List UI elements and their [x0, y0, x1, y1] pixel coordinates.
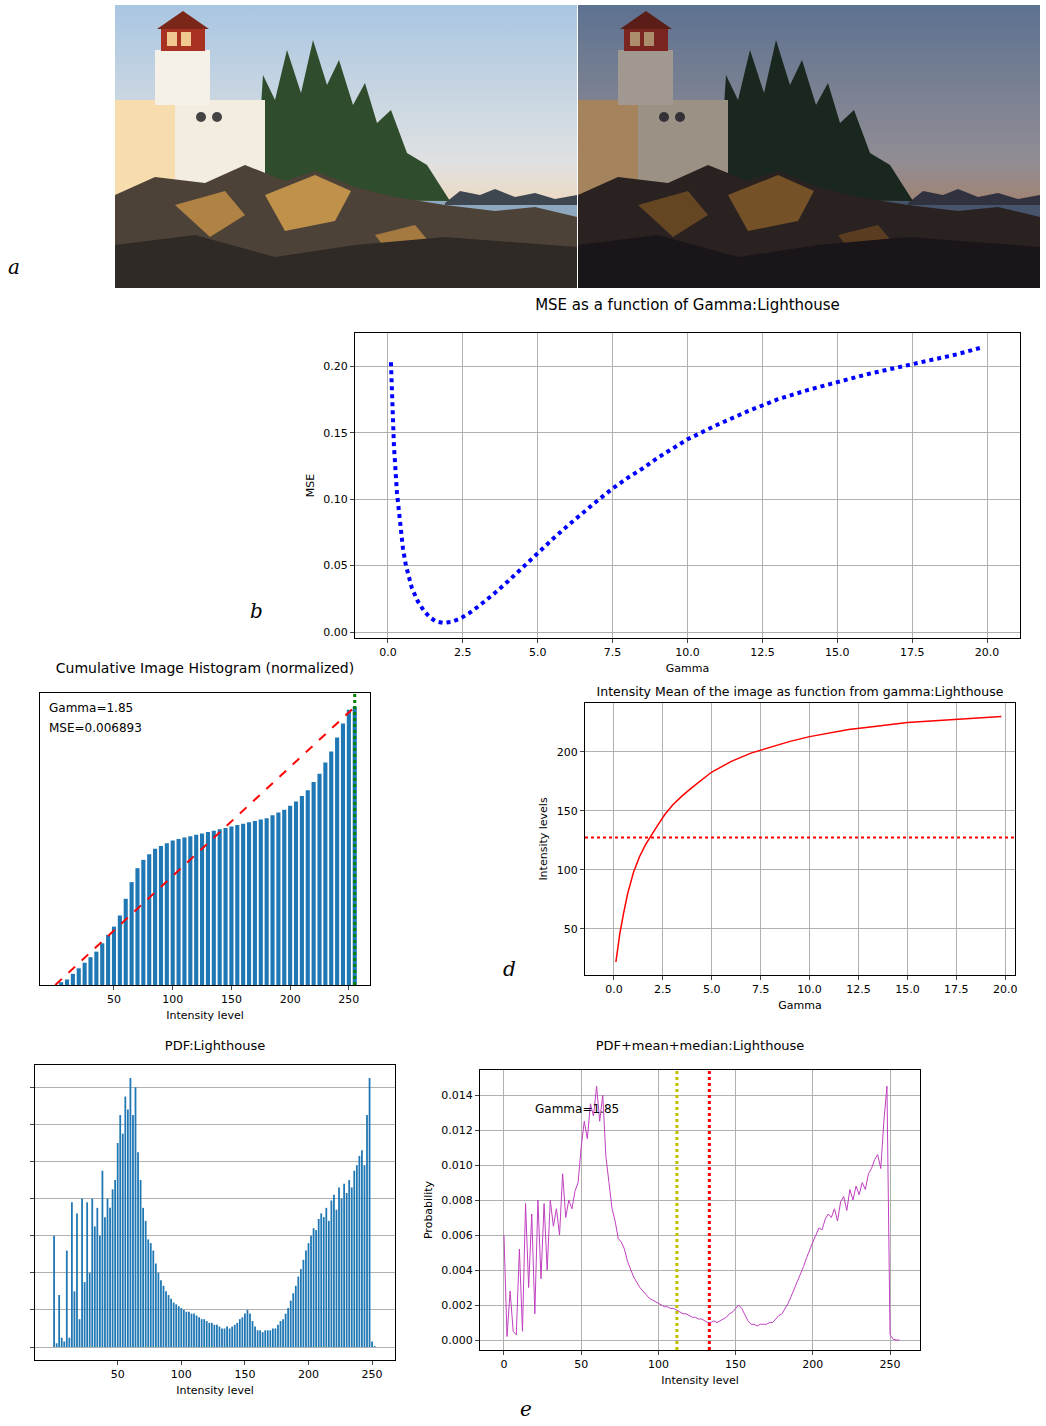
svg-text:150: 150: [557, 805, 578, 818]
svg-text:10.0: 10.0: [675, 646, 700, 659]
svg-text:0.002: 0.002: [441, 1299, 473, 1312]
svg-text:15.0: 15.0: [825, 646, 850, 659]
svg-text:200: 200: [298, 1368, 319, 1381]
svg-text:150: 150: [234, 1368, 255, 1381]
svg-text:0: 0: [500, 1358, 507, 1371]
svg-text:10.0: 10.0: [797, 983, 822, 996]
svg-text:Gamma: Gamma: [666, 662, 709, 675]
svg-text:PDF:Lighthouse: PDF:Lighthouse: [165, 1038, 265, 1053]
svg-text:12.5: 12.5: [846, 983, 871, 996]
html-text:d: d: [503, 957, 516, 981]
svg-text:200: 200: [280, 993, 301, 1006]
svg-text:0.05: 0.05: [323, 559, 348, 572]
svg-text:50: 50: [107, 993, 121, 1006]
svg-text:Intensity level: Intensity level: [661, 1374, 739, 1387]
svg-text:0.00: 0.00: [323, 626, 348, 639]
svg-text:7.5: 7.5: [752, 983, 770, 996]
svg-text:0.0: 0.0: [379, 646, 397, 659]
svg-text:2.5: 2.5: [454, 646, 472, 659]
svg-text:MSE=0.006893: MSE=0.006893: [49, 721, 142, 735]
svg-text:0.008: 0.008: [441, 1194, 473, 1207]
svg-text:100: 100: [171, 1368, 192, 1381]
svg-text:150: 150: [725, 1358, 746, 1371]
svg-text:Intensity levels: Intensity levels: [537, 797, 550, 881]
svg-text:200: 200: [557, 746, 578, 759]
svg-text:0.012: 0.012: [441, 1124, 473, 1137]
svg-text:Gamma=1.85: Gamma=1.85: [535, 1102, 619, 1116]
svg-text:150: 150: [221, 993, 242, 1006]
svg-text:100: 100: [648, 1358, 669, 1371]
svg-text:20.0: 20.0: [975, 646, 1000, 659]
svg-text:5.0: 5.0: [529, 646, 547, 659]
svg-text:Cumulative Image Histogram (no: Cumulative Image Histogram (normalized): [56, 660, 354, 676]
svg-text:15.0: 15.0: [895, 983, 920, 996]
svg-text:50: 50: [564, 923, 578, 936]
svg-text:0.014: 0.014: [441, 1089, 473, 1102]
svg-text:0.004: 0.004: [441, 1264, 473, 1277]
svg-text:Gamma=1.85: Gamma=1.85: [49, 701, 133, 715]
svg-text:200: 200: [802, 1358, 823, 1371]
svg-text:250: 250: [362, 1368, 383, 1381]
svg-text:250: 250: [338, 993, 359, 1006]
svg-text:0.15: 0.15: [323, 427, 348, 440]
svg-text:2.5: 2.5: [654, 983, 672, 996]
svg-text:Gamma: Gamma: [778, 999, 821, 1012]
svg-text:0.006: 0.006: [441, 1229, 473, 1242]
html-text:e: e: [520, 1397, 532, 1421]
svg-text:7.5: 7.5: [604, 646, 622, 659]
svg-text:Probability: Probability: [422, 1180, 435, 1239]
svg-text:0.0: 0.0: [605, 983, 623, 996]
html-text:a: a: [8, 255, 20, 279]
svg-text:0.010: 0.010: [441, 1159, 473, 1172]
svg-text:100: 100: [557, 864, 578, 877]
svg-text:5.0: 5.0: [703, 983, 721, 996]
html-text:b: b: [250, 599, 263, 623]
svg-text:17.5: 17.5: [944, 983, 969, 996]
svg-text:0.10: 0.10: [323, 493, 348, 506]
svg-text:100: 100: [162, 993, 183, 1006]
svg-text:50: 50: [111, 1368, 125, 1381]
svg-text:0.20: 0.20: [323, 360, 348, 373]
svg-text:MSE as a function of Gamma:Lig: MSE as a function of Gamma:Lighthouse: [535, 296, 840, 314]
svg-text:MSE: MSE: [304, 474, 317, 497]
svg-text:50: 50: [574, 1358, 588, 1371]
svg-text:Intensity Mean of the image as: Intensity Mean of the image as function …: [597, 684, 1004, 699]
svg-text:17.5: 17.5: [900, 646, 925, 659]
svg-text:Intensity level: Intensity level: [176, 1384, 254, 1397]
svg-text:Intensity level: Intensity level: [166, 1009, 244, 1022]
svg-text:0.000: 0.000: [441, 1334, 473, 1347]
svg-text:12.5: 12.5: [750, 646, 775, 659]
svg-text:250: 250: [880, 1358, 901, 1371]
svg-text:PDF+mean+median:Lighthouse: PDF+mean+median:Lighthouse: [596, 1038, 805, 1053]
svg-text:20.0: 20.0: [993, 983, 1018, 996]
